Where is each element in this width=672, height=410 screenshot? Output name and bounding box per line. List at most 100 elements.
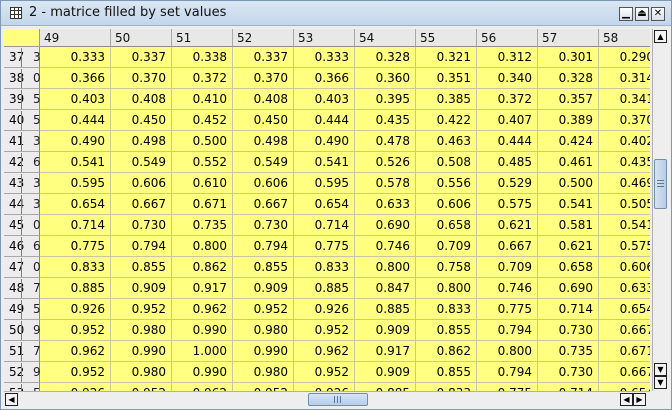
- table-cell[interactable]: 0.800: [172, 236, 233, 257]
- table-cell[interactable]: 0.885: [294, 278, 355, 299]
- table-cell[interactable]: 0.667: [111, 194, 172, 215]
- table-cell[interactable]: 0.962: [172, 299, 233, 320]
- table-cell[interactable]: 0.758: [416, 257, 477, 278]
- table-cell[interactable]: 0.402: [599, 131, 650, 152]
- table-cell[interactable]: 0.714: [40, 215, 111, 236]
- table-cell[interactable]: 0.833: [40, 257, 111, 278]
- table-cell[interactable]: 0.595: [294, 173, 355, 194]
- table-cell[interactable]: 0.333: [294, 47, 355, 68]
- table-cell[interactable]: 0.408: [111, 89, 172, 110]
- table-cell[interactable]: 0.952: [111, 299, 172, 320]
- table-cell[interactable]: 0.885: [40, 278, 111, 299]
- table-cell[interactable]: 0.654: [599, 383, 650, 391]
- table-cell[interactable]: 0.541: [599, 215, 650, 236]
- table-cell[interactable]: 0.452: [172, 110, 233, 131]
- table-cell[interactable]: 0.833: [416, 383, 477, 391]
- vertical-scroll-thumb[interactable]: [654, 159, 667, 209]
- table-cell[interactable]: 0.444: [477, 131, 538, 152]
- table-cell[interactable]: 0.366: [294, 68, 355, 89]
- table-cell[interactable]: 0.333: [40, 47, 111, 68]
- table-cell[interactable]: 0.926: [294, 299, 355, 320]
- scroll-up-icon[interactable]: ▲: [654, 30, 667, 43]
- table-cell[interactable]: 0.980: [233, 320, 294, 341]
- table-cell[interactable]: 0.575: [599, 236, 650, 257]
- row-header[interactable]: 53 5: [4, 383, 40, 391]
- table-cell[interactable]: 0.424: [538, 131, 599, 152]
- table-cell[interactable]: 0.671: [172, 194, 233, 215]
- column-header[interactable]: 49: [40, 29, 111, 47]
- table-cell[interactable]: 0.410: [172, 89, 233, 110]
- table-cell[interactable]: 0.709: [477, 257, 538, 278]
- table-cell[interactable]: 0.917: [355, 341, 416, 362]
- table-cell[interactable]: 0.357: [538, 89, 599, 110]
- table-cell[interactable]: 0.775: [477, 299, 538, 320]
- table-cell[interactable]: 0.541: [40, 152, 111, 173]
- table-cell[interactable]: 0.667: [599, 362, 650, 383]
- table-cell[interactable]: 0.980: [111, 362, 172, 383]
- row-header[interactable]: 51 7: [4, 341, 40, 362]
- table-cell[interactable]: 0.658: [416, 215, 477, 236]
- table-cell[interactable]: 0.578: [355, 173, 416, 194]
- table-cell[interactable]: 0.962: [294, 341, 355, 362]
- table-cell[interactable]: 0.654: [599, 299, 650, 320]
- table-cell[interactable]: 0.952: [111, 383, 172, 391]
- table-cell[interactable]: 0.581: [538, 215, 599, 236]
- table-cell[interactable]: 0.450: [111, 110, 172, 131]
- column-header[interactable]: 57: [538, 29, 599, 47]
- table-cell[interactable]: 0.403: [40, 89, 111, 110]
- table-cell[interactable]: 0.667: [599, 320, 650, 341]
- table-cell[interactable]: 0.730: [538, 362, 599, 383]
- column-header[interactable]: 56: [477, 29, 538, 47]
- table-cell[interactable]: 0.435: [599, 152, 650, 173]
- table-cell[interactable]: 0.667: [233, 194, 294, 215]
- table-cell[interactable]: 0.730: [538, 320, 599, 341]
- table-cell[interactable]: 0.952: [294, 362, 355, 383]
- table-cell[interactable]: 0.833: [416, 299, 477, 320]
- row-header[interactable]: 40 5: [4, 110, 40, 131]
- table-cell[interactable]: 0.351: [416, 68, 477, 89]
- table-cell[interactable]: 0.463: [416, 131, 477, 152]
- table-cell[interactable]: 0.775: [477, 383, 538, 391]
- table-cell[interactable]: 0.360: [355, 68, 416, 89]
- table-cell[interactable]: 0.952: [40, 320, 111, 341]
- table-cell[interactable]: 0.794: [233, 236, 294, 257]
- table-cell[interactable]: 0.407: [477, 110, 538, 131]
- table-cell[interactable]: 0.833: [294, 257, 355, 278]
- table-cell[interactable]: 0.990: [233, 341, 294, 362]
- table-cell[interactable]: 0.422: [416, 110, 477, 131]
- table-cell[interactable]: 0.444: [40, 110, 111, 131]
- table-cell[interactable]: 0.775: [40, 236, 111, 257]
- table-cell[interactable]: 0.730: [233, 215, 294, 236]
- table-cell[interactable]: 0.926: [294, 383, 355, 391]
- table-cell[interactable]: 0.549: [111, 152, 172, 173]
- table-cell[interactable]: 0.526: [355, 152, 416, 173]
- table-cell[interactable]: 0.885: [355, 383, 416, 391]
- table-cell[interactable]: 0.606: [233, 173, 294, 194]
- scroll-right-icon[interactable]: ▶: [633, 393, 646, 406]
- row-header[interactable]: 41 3: [4, 131, 40, 152]
- table-cell[interactable]: 0.862: [172, 257, 233, 278]
- table-cell[interactable]: 0.885: [355, 299, 416, 320]
- table-cell[interactable]: 0.370: [599, 110, 650, 131]
- table-cell[interactable]: 0.500: [172, 131, 233, 152]
- table-cell[interactable]: 0.403: [294, 89, 355, 110]
- table-cell[interactable]: 0.485: [477, 152, 538, 173]
- table-cell[interactable]: 0.909: [355, 362, 416, 383]
- table-cell[interactable]: 0.862: [416, 341, 477, 362]
- table-cell[interactable]: 0.730: [111, 215, 172, 236]
- table-cell[interactable]: 0.312: [477, 47, 538, 68]
- table-cell[interactable]: 0.990: [111, 341, 172, 362]
- table-cell[interactable]: 0.301: [538, 47, 599, 68]
- column-header[interactable]: 51: [172, 29, 233, 47]
- table-cell[interactable]: 0.490: [294, 131, 355, 152]
- window-titlebar[interactable]: 2 - matrice filled by set values ▁ ⏏ ✕: [1, 1, 671, 26]
- scroll-pagedown-icon[interactable]: ▼: [654, 376, 667, 389]
- table-cell[interactable]: 0.556: [416, 173, 477, 194]
- table-cell[interactable]: 0.552: [172, 152, 233, 173]
- table-cell[interactable]: 0.370: [111, 68, 172, 89]
- row-header[interactable]: 46 6: [4, 236, 40, 257]
- table-cell[interactable]: 0.909: [111, 278, 172, 299]
- row-header[interactable]: 37 3: [4, 47, 40, 68]
- table-cell[interactable]: 0.952: [233, 299, 294, 320]
- table-cell[interactable]: 0.290: [599, 47, 650, 68]
